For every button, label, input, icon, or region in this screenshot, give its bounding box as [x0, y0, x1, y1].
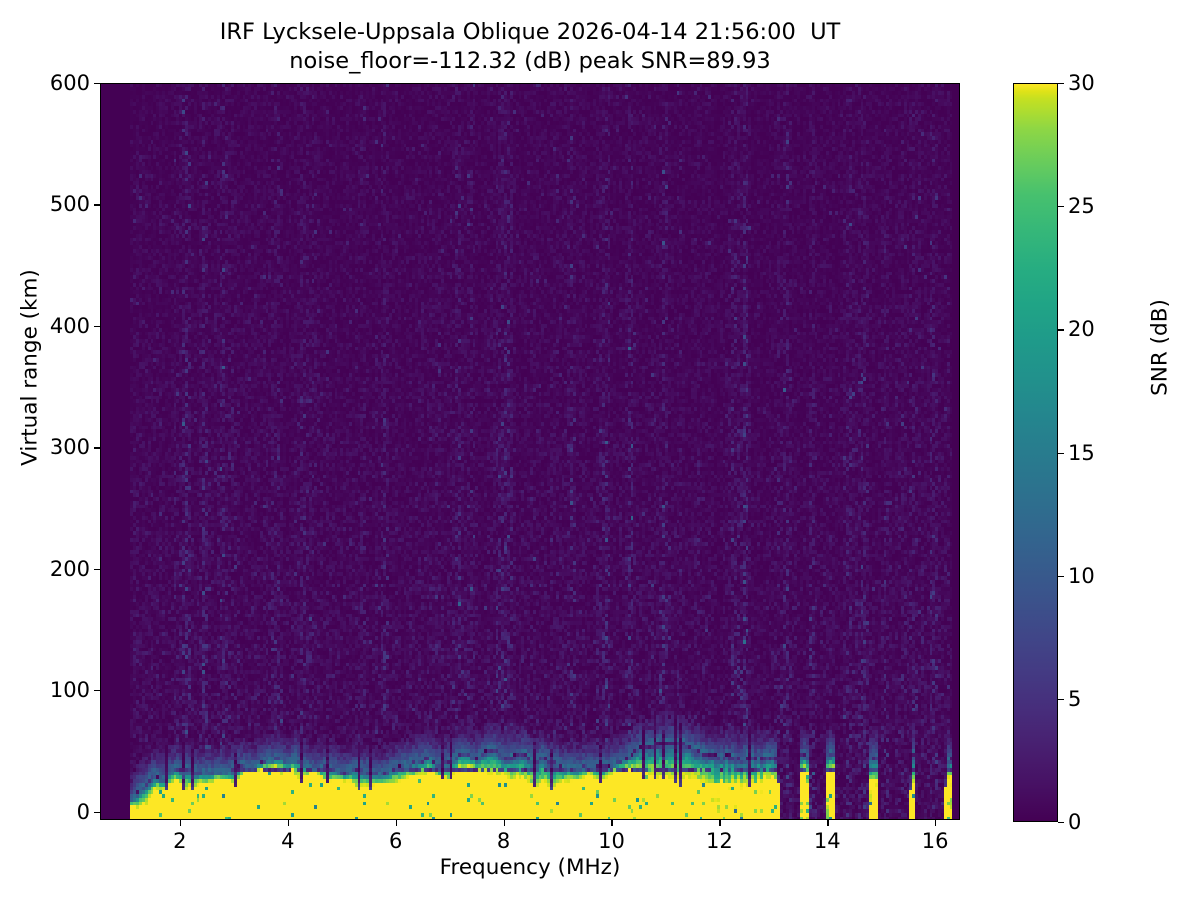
- x-tick-label: 14: [813, 829, 841, 853]
- y-axis-label: Virtual range (km): [17, 269, 43, 466]
- colorbar-tick-label: 15: [1068, 440, 1095, 465]
- colorbar-label: SNR (dB): [1147, 299, 1173, 396]
- colorbar-tick-label: 25: [1068, 194, 1095, 219]
- ionogram-heatmap: [101, 84, 959, 819]
- colorbar-tick-label: 30: [1068, 71, 1095, 95]
- y-tick-label: 0: [76, 799, 90, 824]
- colorbar-tick-label: 20: [1068, 317, 1095, 342]
- title-line-2: noise_floor=-112.32 (dB) peak SNR=89.93: [289, 47, 771, 74]
- x-tick-mark: [935, 820, 937, 826]
- x-tick-mark: [395, 820, 397, 826]
- x-tick-label: 4: [281, 829, 295, 853]
- x-tick-mark: [287, 820, 290, 826]
- x-tick-mark: [719, 820, 721, 826]
- x-tick-label: 8: [496, 829, 511, 853]
- colorbar-tick-mark: [1058, 83, 1064, 85]
- y-tick-mark: [94, 690, 100, 692]
- plot-area[interactable]: [100, 83, 960, 820]
- x-tick-mark: [179, 820, 182, 826]
- y-tick-mark: [94, 811, 100, 813]
- colorbar-tick-mark: [1058, 452, 1064, 454]
- colorbar-tick-mark: [1058, 206, 1064, 208]
- y-tick-label: 200: [49, 556, 90, 581]
- y-tick-label: 600: [49, 71, 90, 95]
- x-tick-mark: [827, 820, 829, 826]
- y-tick-label: 300: [49, 435, 90, 460]
- colorbar-tick-mark: [1058, 822, 1064, 824]
- colorbar-tick-label: 10: [1068, 563, 1095, 588]
- y-tick-label: 400: [49, 313, 90, 338]
- colorbar-tick-mark: [1058, 698, 1064, 701]
- colorbar-tick-mark: [1058, 575, 1064, 577]
- chart-title: IRF Lycksele-Uppsala Oblique 2026-04-14 …: [0, 18, 1060, 76]
- y-tick-mark: [94, 204, 100, 206]
- x-tick-label: 16: [921, 829, 949, 853]
- y-tick-mark: [94, 447, 100, 449]
- colorbar-tick-label: 5: [1068, 686, 1082, 711]
- x-tick-mark: [503, 820, 505, 826]
- x-tick-label: 10: [598, 829, 625, 853]
- colorbar-tick-label: 0: [1068, 810, 1082, 834]
- y-tick-mark: [94, 83, 100, 85]
- x-tick-label: 6: [388, 829, 403, 853]
- y-tick-label: 500: [49, 192, 90, 217]
- y-tick-mark: [94, 325, 100, 328]
- x-axis-label: Frequency (MHz): [439, 855, 621, 880]
- colorbar: [1013, 83, 1058, 822]
- colorbar-tick-mark: [1058, 329, 1064, 331]
- y-tick-mark: [94, 568, 100, 570]
- x-tick-label: 2: [173, 829, 187, 853]
- x-tick-label: 12: [705, 829, 733, 853]
- x-tick-mark: [611, 820, 613, 826]
- title-line-1: IRF Lycksele-Uppsala Oblique 2026-04-14 …: [219, 19, 841, 45]
- y-tick-label: 100: [49, 678, 90, 703]
